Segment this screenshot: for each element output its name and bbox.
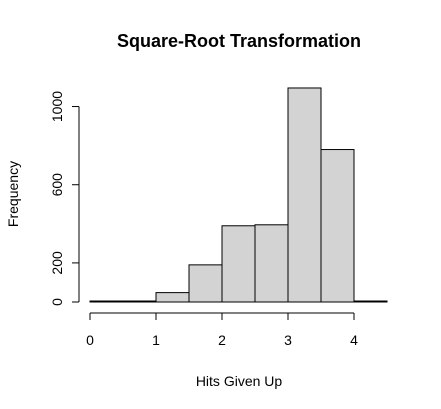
histogram-bar-1 — [122, 300, 157, 303]
histogram-bar-0 — [89, 300, 124, 303]
histogram-bar-5 — [254, 224, 289, 303]
y-tick-label-1: 200 — [49, 251, 65, 275]
x-axis: 0 1 2 3 4 — [86, 312, 358, 348]
x-tick-label-1: 1 — [152, 332, 160, 348]
y-tick-label-0: 0 — [49, 298, 65, 306]
x-axis-label: Hits Given Up — [196, 373, 283, 389]
histogram-bar-3 — [188, 264, 223, 303]
histogram-bar-7 — [320, 149, 355, 303]
histogram-bars — [89, 87, 388, 303]
x-tick-label-2: 2 — [218, 332, 226, 348]
histogram-bar-6 — [287, 87, 322, 303]
x-tick-label-4: 4 — [350, 332, 358, 348]
histogram-bar-4 — [221, 225, 256, 303]
histogram-bar-8 — [353, 300, 388, 303]
y-axis-label: Frequency — [5, 161, 21, 227]
y-axis: 0 200 600 1000 — [49, 91, 80, 306]
x-tick-label-0: 0 — [86, 332, 94, 348]
chart-title: Square-Root Transformation — [117, 31, 361, 51]
x-tick-label-3: 3 — [284, 332, 292, 348]
y-tick-label-3: 1000 — [49, 91, 65, 122]
histogram-bar-2 — [155, 292, 190, 303]
y-tick-label-2: 600 — [49, 173, 65, 197]
